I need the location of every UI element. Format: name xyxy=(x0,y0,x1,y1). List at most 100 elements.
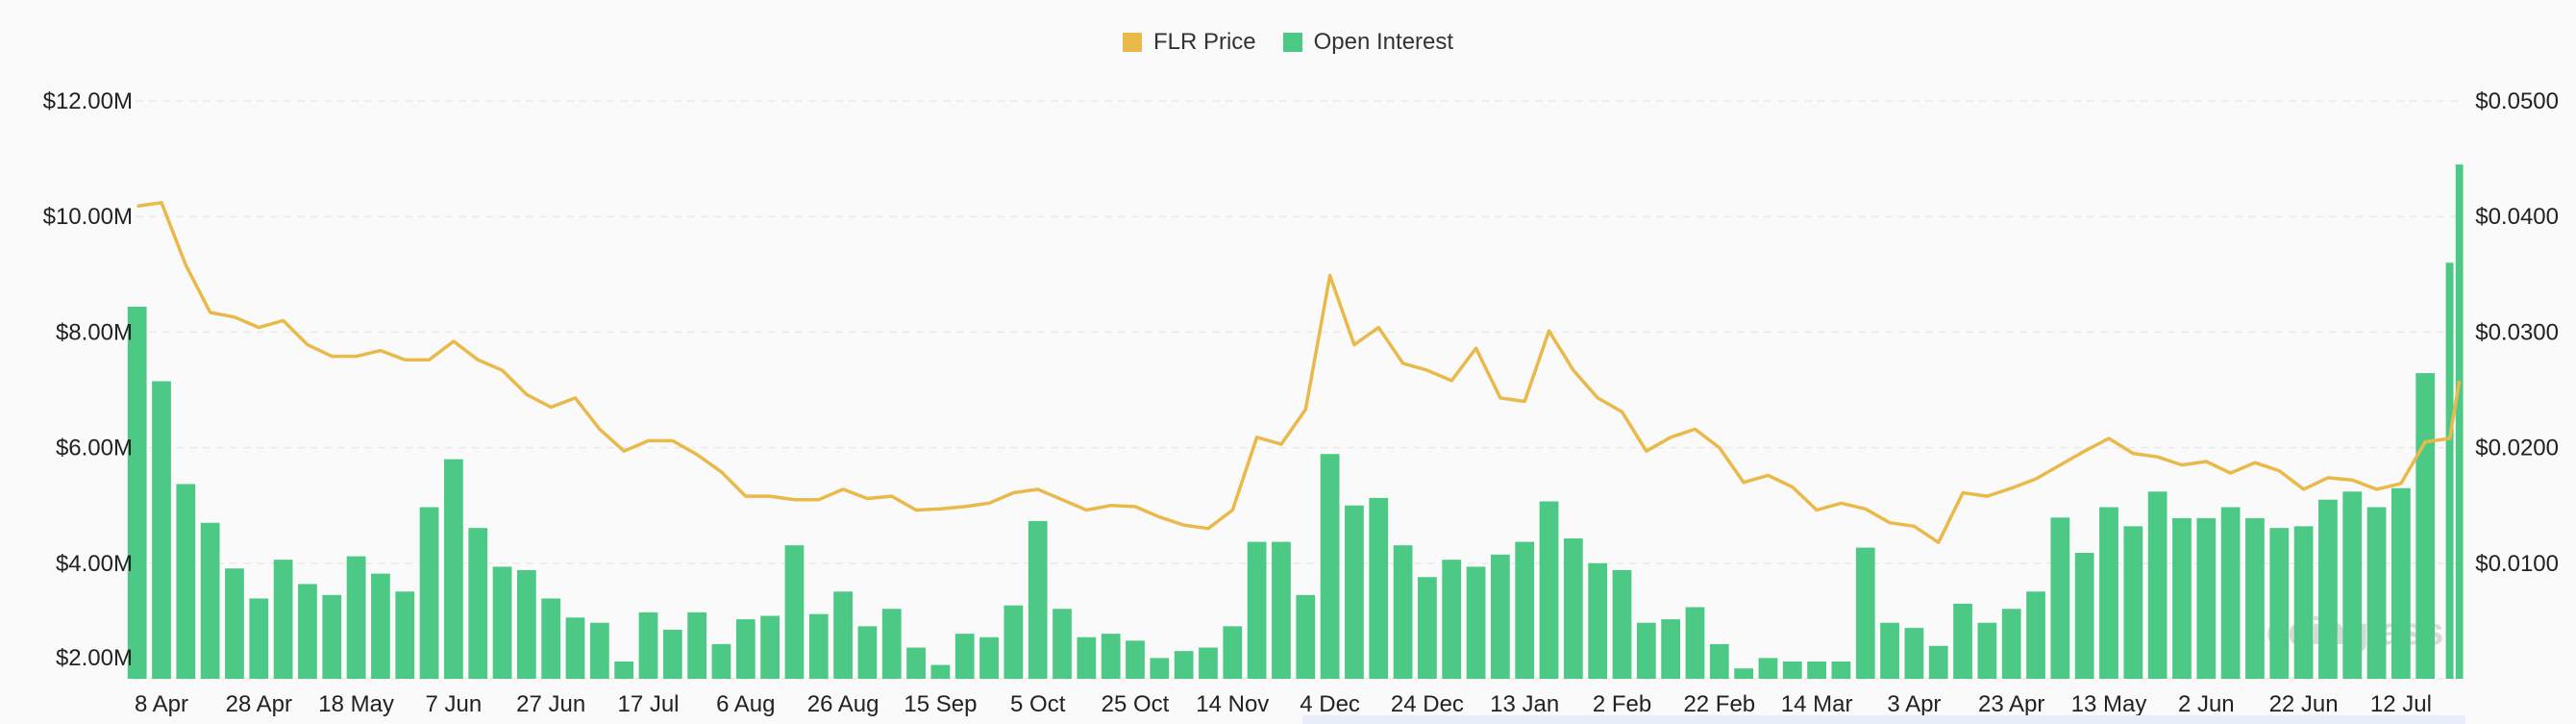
open-interest-bar xyxy=(1466,566,1486,679)
x-axis-tick-label: 18 May xyxy=(318,691,394,717)
open-interest-bar xyxy=(2196,517,2217,679)
open-interest-bar xyxy=(371,573,390,679)
open-interest-bar xyxy=(541,598,561,679)
open-interest-bar xyxy=(614,661,634,679)
open-interest-bar xyxy=(1758,658,1778,679)
open-interest-bar xyxy=(1320,454,1340,679)
open-interest-bar xyxy=(2366,507,2387,679)
left-axis-tick-label: $6.00M xyxy=(56,436,133,462)
open-interest-bar xyxy=(225,568,244,679)
open-interest-bar xyxy=(2050,517,2070,679)
x-axis-tick-label: 28 Apr xyxy=(226,691,292,717)
open-interest-bar xyxy=(1223,626,1243,679)
right-axis-tick-label: $0.0200 xyxy=(2475,436,2559,462)
x-axis-tick-label: 5 Oct xyxy=(1010,691,1066,717)
open-interest-bar xyxy=(1418,577,1437,679)
open-interest-bar xyxy=(1685,607,1705,679)
legend-swatch-open-interest xyxy=(1282,33,1302,52)
x-axis-tick-label: 22 Jun xyxy=(2269,691,2339,717)
open-interest-bar xyxy=(2172,517,2192,679)
x-axis-tick-label: 6 Aug xyxy=(716,691,775,717)
open-interest-bar xyxy=(1734,668,1754,679)
open-interest-bar xyxy=(1709,643,1729,679)
open-interest-bar xyxy=(1904,628,1924,679)
x-axis-tick-label: 8 Apr xyxy=(135,691,188,717)
left-axis-tick-label: $12.00M xyxy=(43,88,133,114)
x-axis-tick-label: 13 May xyxy=(2071,691,2147,717)
open-interest-bar xyxy=(1150,658,1170,679)
open-interest-bar xyxy=(1369,497,1389,679)
x-axis-tick-label: 4 Dec xyxy=(1300,691,1360,717)
open-interest-bar xyxy=(565,617,585,679)
open-interest-bar xyxy=(492,566,512,679)
legend-label: Open Interest xyxy=(1313,29,1454,55)
open-interest-bar xyxy=(979,637,999,679)
open-interest-bar xyxy=(1174,651,1194,679)
legend-label: FLR Price xyxy=(1152,29,1256,55)
open-interest-bars xyxy=(127,164,2464,680)
open-interest-bar xyxy=(2074,552,2094,679)
open-interest-bar xyxy=(638,612,658,679)
open-interest-bar xyxy=(444,459,463,679)
open-interest-bar xyxy=(1077,637,1097,679)
open-interest-bar xyxy=(930,664,951,679)
open-interest-bar xyxy=(2026,591,2045,679)
x-axis-tick-label: 24 Dec xyxy=(1391,691,1464,717)
right-axis-tick-label: $0.0100 xyxy=(2475,551,2559,577)
x-axis-tick-label: 13 Jan xyxy=(1490,691,1559,717)
open-interest-bar xyxy=(954,634,975,679)
open-interest-bar xyxy=(1782,661,1802,679)
open-interest-bar xyxy=(346,556,366,679)
open-interest-bar xyxy=(735,619,755,679)
open-interest-bar xyxy=(2415,373,2436,679)
open-interest-bar xyxy=(589,622,609,679)
open-interest-bar xyxy=(1539,501,1559,679)
open-interest-bar xyxy=(468,528,488,679)
open-interest-bar xyxy=(273,560,293,679)
x-axis-tick-label: 22 Feb xyxy=(1683,691,1755,717)
open-interest-bar xyxy=(152,381,171,679)
x-axis-tick-label: 14 Mar xyxy=(1781,691,1853,717)
open-interest-bar xyxy=(1028,520,1048,679)
open-interest-bar xyxy=(1831,661,1851,679)
open-interest-bar xyxy=(1977,622,1997,679)
open-interest-bar xyxy=(2455,164,2464,680)
open-interest-bar xyxy=(298,584,317,679)
x-axis-tick-label: 23 Apr xyxy=(1978,691,2044,717)
open-interest-bar xyxy=(1442,560,1462,679)
open-interest-bar xyxy=(1296,594,1316,679)
open-interest-bar xyxy=(2245,517,2265,679)
open-interest-bar xyxy=(127,306,147,679)
range-scrollbar[interactable] xyxy=(1302,715,2465,724)
open-interest-bar xyxy=(1563,537,1583,679)
open-interest-bar xyxy=(1126,640,1145,679)
open-interest-bar xyxy=(1928,645,1948,679)
left-axis-tick-label: $2.00M xyxy=(56,645,133,671)
x-axis-tick-label: 12 Jul xyxy=(2370,691,2432,717)
open-interest-bar xyxy=(1953,603,1972,679)
right-axis-tick-label: $0.0400 xyxy=(2475,204,2559,230)
open-interest-bar xyxy=(2001,609,2021,679)
open-interest-bar xyxy=(2123,526,2143,679)
open-interest-bar xyxy=(2269,528,2290,679)
open-interest-bar xyxy=(857,626,878,679)
legend-item-open-interest[interactable]: Open Interest xyxy=(1282,29,1454,56)
x-axis-tick-label: 7 Jun xyxy=(426,691,483,717)
open-interest-bar xyxy=(322,594,342,679)
open-interest-bar xyxy=(1661,619,1681,679)
open-interest-bar xyxy=(1855,547,1875,679)
x-axis-tick-label: 25 Oct xyxy=(1102,691,1170,717)
open-interest-bar xyxy=(1247,541,1267,679)
open-interest-bar xyxy=(662,629,682,679)
legend-item-flr-price[interactable]: FLR Price xyxy=(1122,29,1256,56)
grid-lines xyxy=(136,100,2463,680)
open-interest-bar xyxy=(2099,507,2118,679)
open-interest-bar xyxy=(1393,545,1413,679)
open-interest-bar xyxy=(784,545,805,679)
open-interest-bar xyxy=(906,647,926,679)
open-interest-bar xyxy=(419,507,439,679)
left-axis-tick-label: $10.00M xyxy=(43,204,133,230)
x-axis-tick-label: 2 Feb xyxy=(1593,691,1651,717)
left-axis-labels: $2.00M $4.00M $6.00M $8.00M $10.00M $12.00M xyxy=(43,88,133,671)
